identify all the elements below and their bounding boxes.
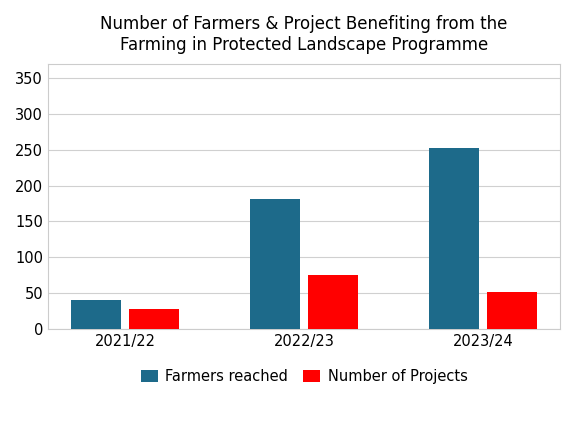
Bar (430, 148, 480, 329)
Bar (71, 300, 121, 329)
Title: Number of Farmers & Project Benefiting from the
Farming in Protected Landscape P: Number of Farmers & Project Benefiting f… (100, 15, 508, 54)
Legend: Farmers reached, Number of Projects: Farmers reached, Number of Projects (135, 363, 473, 389)
Bar (308, 275, 358, 329)
Bar (486, 292, 536, 329)
Bar (250, 198, 300, 329)
Bar (129, 309, 179, 329)
